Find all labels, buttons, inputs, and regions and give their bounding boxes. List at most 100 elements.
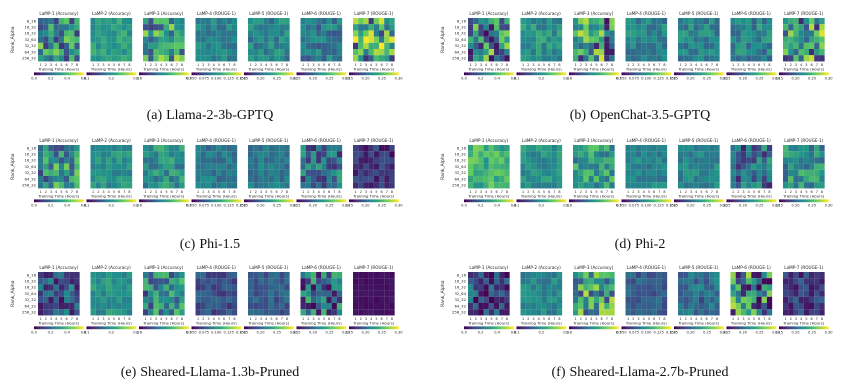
heatmap-cell [43, 278, 49, 285]
colorbar-tick-label: 0.2 [108, 203, 114, 207]
colorbar-segment [476, 72, 479, 76]
colorbar-segment [262, 72, 265, 76]
subplot-title: LaMP-2 (Accuracy) [92, 138, 131, 143]
heatmap-cell [111, 284, 117, 291]
heatmap-cell [761, 18, 767, 25]
heatmap-cell [384, 42, 390, 50]
heatmap-cell [704, 49, 710, 56]
x-tick-label: 8 [716, 317, 718, 321]
heatmap-cell [641, 309, 647, 316]
colorbar-segment [92, 326, 95, 330]
heatmap-cell [525, 49, 531, 56]
heatmap-cell [163, 278, 170, 285]
x-tick-label: 3 [690, 317, 692, 321]
heatmap-cell [53, 169, 59, 177]
heatmap-cell [148, 24, 154, 31]
x-tick-label: 7 [176, 63, 178, 67]
colorbar-tick-label: 0.150 [666, 203, 677, 207]
heatmap-cell [316, 30, 322, 37]
heatmap-cell [384, 169, 390, 177]
heatmap-cell [100, 296, 107, 304]
heatmap-cell [756, 30, 762, 37]
heatmap-cell [211, 309, 217, 316]
colorbar-segment [721, 72, 724, 76]
colorbar-segment [625, 199, 628, 203]
colorbar-segment [232, 199, 235, 203]
heatmap-cell [263, 284, 269, 291]
heatmap-cell [661, 309, 668, 316]
colorbar-segment [696, 199, 699, 203]
x-tick-label: 2 [360, 317, 362, 321]
heatmap-cell [43, 290, 49, 297]
x-axis-label: Training Time (Hours) [142, 66, 184, 71]
heatmap-cell [546, 169, 552, 177]
heatmap-cell [258, 309, 264, 316]
heatmap-cell [793, 284, 799, 291]
heatmap-cell [95, 24, 101, 31]
heatmap-cell [179, 290, 185, 297]
colorbar-segment [616, 199, 619, 203]
heatmap-cell [698, 284, 705, 291]
x-tick-label: 5 [805, 63, 807, 67]
subplot-title: LaMP-4 (ROUGE-1) [627, 138, 666, 143]
heatmap-cell [746, 284, 752, 291]
x-tick-label: 8 [611, 190, 613, 194]
heatmap-cell [641, 284, 647, 291]
heatmap-cell [803, 176, 810, 183]
heatmap-cell [300, 182, 306, 189]
heatmap-cell [368, 42, 374, 50]
heatmap-cell [473, 55, 479, 62]
colorbar-tick-label: 0.20 [362, 330, 371, 334]
colorbar-segment [561, 326, 565, 330]
heatmap-cell [704, 151, 710, 158]
colorbar-segment [587, 326, 590, 330]
heatmap-cell [499, 42, 505, 50]
x-tick-label: 4 [485, 317, 487, 321]
heatmap-cell [520, 163, 526, 170]
heatmap-cell [678, 55, 684, 62]
heatmap-cell [530, 157, 537, 164]
heatmap-cell [211, 36, 217, 43]
colorbar-segment [526, 326, 529, 330]
heatmap-cell [756, 151, 762, 158]
heatmap-cell [379, 36, 385, 43]
colorbar-segment [222, 326, 225, 330]
heatmap-cell [300, 157, 306, 164]
heatmap-cell [100, 55, 107, 62]
heatmap-cell [316, 182, 322, 189]
subplot-title: LaMP-5 (ROUGE-1) [249, 138, 288, 143]
heatmap-cell [148, 145, 154, 152]
colorbar-segment [329, 72, 332, 76]
heatmap-cell [551, 284, 557, 291]
heatmap-cell [814, 36, 820, 43]
x-tick-label: 4 [695, 190, 697, 194]
heatmap-cell [331, 272, 337, 279]
heatmap-cell [195, 278, 201, 285]
colorbar-segment [289, 72, 292, 76]
heatmap-cell [751, 284, 757, 291]
x-tick-label: 8 [558, 317, 560, 321]
colorbar-segment [468, 72, 471, 76]
heatmap-cell [735, 24, 741, 31]
x-tick-label: 3 [260, 317, 262, 321]
heatmap-cell [604, 163, 610, 170]
colorbar-segment [616, 72, 619, 76]
colorbar-segment [373, 326, 376, 330]
heatmap-cell [379, 55, 385, 62]
heatmap-cell [783, 55, 789, 62]
x-tick-label: 7 [228, 190, 230, 194]
heatmap-cell [798, 163, 804, 170]
heatmap-cell [211, 157, 217, 164]
subplot-title: LaMP-5 (ROUGE-1) [679, 265, 718, 270]
heatmap-cell [809, 24, 815, 31]
heatmap-cell [336, 182, 343, 189]
heatmap-cell [153, 18, 159, 25]
heatmap-cell [625, 182, 631, 189]
heatmap-cell [121, 296, 127, 304]
x-tick-label: 3 [480, 190, 482, 194]
colorbar-segment [287, 199, 290, 203]
heatmap-cell [95, 309, 101, 316]
heatmap-cell [248, 309, 254, 316]
colorbar-segment [54, 72, 57, 76]
colorbar-segment [107, 72, 110, 76]
